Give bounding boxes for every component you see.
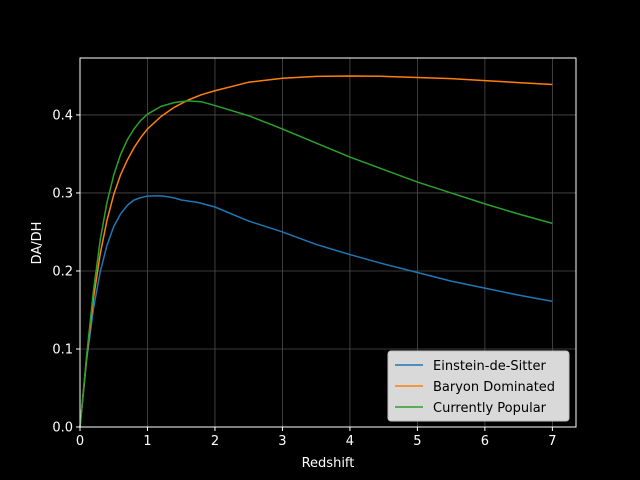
legend-box: [387, 350, 570, 422]
x-tick-label: 3: [278, 434, 286, 449]
ticks: 0 1 2 3 4 5 6 7 0.0 0.1 0.2 0.3 0.4: [52, 108, 556, 449]
x-tick-label: 5: [413, 434, 421, 449]
x-tick-label: 4: [346, 434, 354, 449]
plot-frame: [79, 57, 577, 428]
x-tick-label: 2: [211, 434, 219, 449]
x-tick-label: 1: [143, 434, 151, 449]
series-group: [79, 75, 553, 428]
y-axis-label: DA/DH: [30, 222, 45, 265]
y-tick-label: 0.2: [52, 264, 73, 279]
legend-label-einstein-de-sitter: Einstein-de-Sitter: [433, 359, 546, 374]
legend-label-currently-popular: Currently Popular: [433, 401, 547, 416]
legend-label-baryon-dominated: Baryon Dominated: [433, 380, 555, 395]
y-tick-label: 0.4: [52, 108, 73, 123]
series-line-einstein-de-sitter: [79, 195, 553, 428]
legend: Einstein-de-Sitter Baryon Dominated Curr…: [387, 350, 570, 422]
y-tick-label: 0.0: [52, 421, 73, 436]
series-line-currently-popular: [79, 100, 553, 428]
x-tick-label: 7: [548, 434, 556, 449]
x-tick-label: 0: [76, 434, 84, 449]
y-tick-label: 0.1: [52, 342, 73, 357]
y-tick-label: 0.3: [52, 186, 73, 201]
x-tick-label: 6: [481, 434, 489, 449]
series-line-baryon-dominated: [79, 75, 553, 428]
x-axis-label: Redshift: [302, 456, 355, 471]
